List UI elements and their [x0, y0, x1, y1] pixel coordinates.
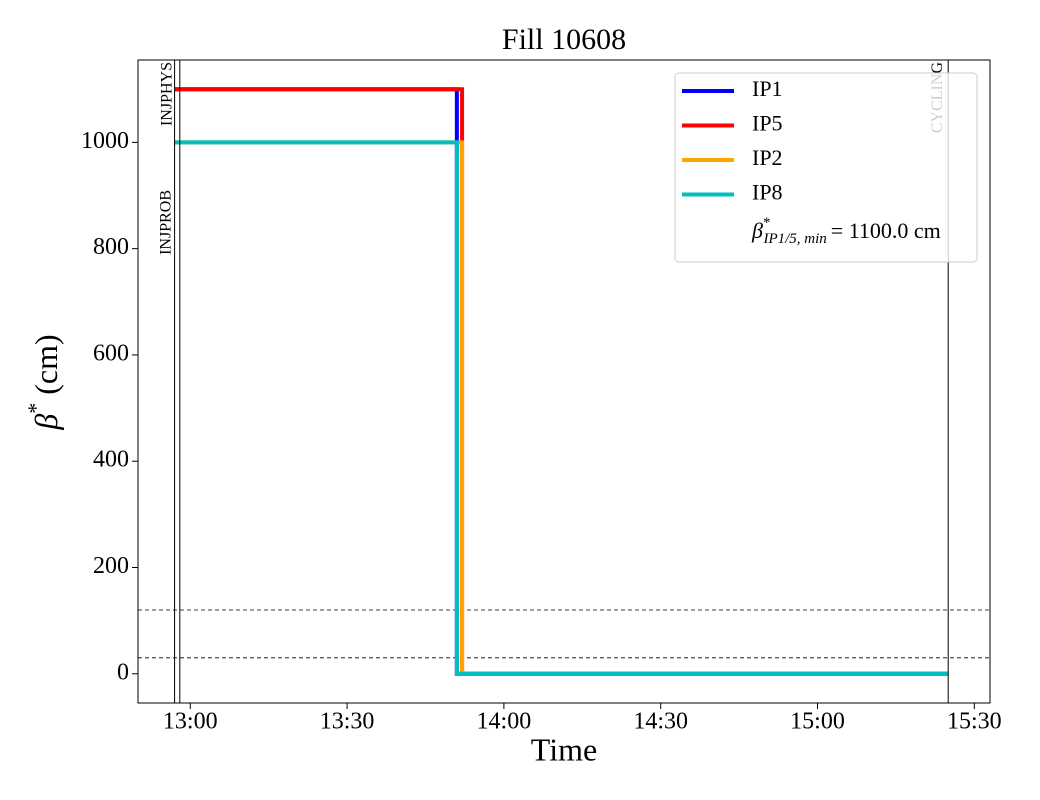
event-label: INJPHYS: [158, 62, 175, 126]
y-tick-label: 200: [93, 553, 129, 579]
y-tick-label: 600: [93, 340, 129, 366]
legend-note-sup: *: [763, 215, 771, 231]
y-label-symbol: β: [28, 414, 64, 431]
x-tick-label: 14:00: [477, 709, 532, 735]
legend: IP1 IP5 IP2 IP8 β* IP1/5, min = 1100.0 cm: [674, 72, 978, 263]
y-label-unit: (cm): [28, 334, 64, 394]
legend-label: IP8: [752, 180, 783, 205]
legend-label: IP5: [752, 111, 783, 136]
legend-note-text: = 1100.0 cm: [831, 218, 941, 243]
y-axis-label: β* (cm): [23, 334, 64, 430]
legend-note-sub: IP1/5, min: [762, 231, 826, 247]
y-tick-label: 800: [93, 234, 129, 260]
y-tick-label: 400: [93, 447, 129, 473]
series-line: [174, 140, 949, 676]
x-tick-label: 13:00: [163, 709, 218, 735]
event-label: INJPROB: [157, 190, 174, 255]
x-tick-label: 15:30: [947, 709, 1002, 735]
x-tick-label: 14:30: [633, 709, 688, 735]
y-label-sup: *: [23, 403, 48, 414]
x-axis-label: Time: [531, 731, 597, 767]
legend-note: β* IP1/5, min = 1100.0 cm: [751, 215, 941, 247]
plot-frame: [137, 59, 991, 704]
x-tick-label: 15:00: [790, 709, 845, 735]
legend-label: IP2: [752, 145, 783, 170]
legend-note-symbol: β: [751, 218, 763, 243]
legend-label: IP1: [752, 76, 783, 101]
x-tick-label: 13:30: [320, 709, 375, 735]
y-tick-label: 0: [117, 659, 129, 685]
legend-box: [674, 72, 978, 263]
chart-title: Fill 10608: [502, 23, 626, 56]
y-tick-label: 1000: [81, 128, 129, 154]
